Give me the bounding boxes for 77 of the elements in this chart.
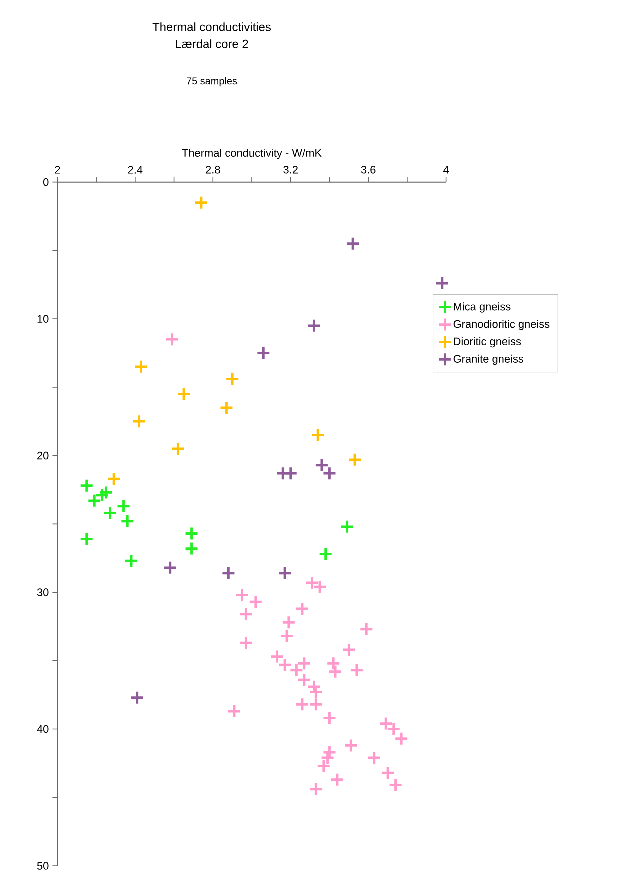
point xyxy=(256,346,271,360)
point xyxy=(346,236,360,252)
point xyxy=(235,588,250,602)
point xyxy=(295,697,310,712)
point xyxy=(308,697,324,712)
point xyxy=(388,778,403,793)
legend-label: Granite gneiss xyxy=(454,354,524,366)
point xyxy=(342,642,356,658)
chart-subtitle: Lærdal core 2 xyxy=(176,40,248,48)
y-tick-label: 20 xyxy=(38,452,49,460)
point xyxy=(120,514,135,529)
point xyxy=(344,738,358,753)
point xyxy=(316,759,332,774)
point xyxy=(284,466,298,481)
x-tick-label: 2.8 xyxy=(206,166,220,174)
point xyxy=(106,472,122,486)
text: 75 samples xyxy=(187,77,238,87)
point xyxy=(176,387,192,402)
point xyxy=(95,488,110,503)
point xyxy=(130,690,145,706)
legend-label: Granodioritic gneiss xyxy=(454,320,550,330)
point xyxy=(310,428,326,442)
point xyxy=(184,542,199,556)
point xyxy=(163,560,178,576)
point xyxy=(295,602,310,616)
point xyxy=(330,772,345,788)
point xyxy=(170,442,186,456)
point xyxy=(282,615,296,630)
point xyxy=(220,400,234,416)
point xyxy=(306,318,322,334)
point xyxy=(278,566,292,581)
x-tick-label: 3.2 xyxy=(284,166,298,174)
point xyxy=(132,414,147,429)
point xyxy=(99,486,114,500)
point xyxy=(80,478,94,494)
point xyxy=(248,594,264,610)
point xyxy=(297,656,312,671)
x-tick-label: 3.6 xyxy=(361,166,376,174)
x-tick-label: 2 xyxy=(55,166,60,174)
point xyxy=(225,372,240,386)
point xyxy=(280,629,294,644)
point xyxy=(348,452,362,468)
point xyxy=(87,494,102,508)
point xyxy=(359,622,374,637)
y-tick-label: 10 xyxy=(38,315,49,323)
legend-label: Mica gneiss xyxy=(454,302,511,313)
point xyxy=(367,750,382,766)
x-tick-label: 2.4 xyxy=(128,166,143,174)
point xyxy=(322,711,337,726)
point xyxy=(221,566,236,581)
point xyxy=(340,520,354,534)
point xyxy=(350,663,364,678)
x-tick-label: 4 xyxy=(444,166,450,174)
legend-label: Dioritic gneiss xyxy=(454,337,522,348)
point xyxy=(194,196,209,210)
point xyxy=(238,607,254,622)
point xyxy=(238,636,254,650)
point xyxy=(308,782,324,797)
y-tick-label: 40 xyxy=(37,725,49,734)
point xyxy=(184,526,199,541)
point xyxy=(435,276,450,291)
point xyxy=(80,532,94,546)
point xyxy=(102,506,118,520)
point xyxy=(134,360,148,374)
point xyxy=(318,547,334,562)
point xyxy=(124,554,139,568)
x-axis-title: Thermal conductivity - W/mK xyxy=(182,148,322,160)
y-tick-label: 50 xyxy=(37,862,49,870)
point xyxy=(326,656,341,671)
point xyxy=(328,664,343,680)
y-tick-label: 30 xyxy=(37,588,49,596)
chart-title: Thermal conductivities xyxy=(152,22,272,32)
point xyxy=(165,332,180,347)
point xyxy=(227,704,242,719)
y-tick-label: 0 xyxy=(44,178,49,186)
point xyxy=(380,766,396,780)
point xyxy=(116,499,131,514)
